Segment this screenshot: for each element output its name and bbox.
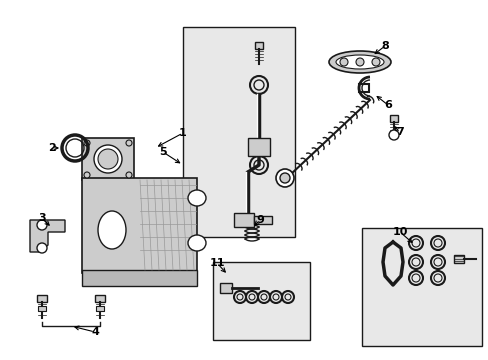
- Bar: [389, 115, 397, 122]
- Circle shape: [126, 140, 132, 146]
- Text: 10: 10: [391, 227, 407, 237]
- Circle shape: [371, 58, 379, 66]
- Bar: [38, 306, 46, 311]
- Ellipse shape: [328, 51, 390, 73]
- Bar: [234, 213, 253, 227]
- Circle shape: [37, 243, 47, 253]
- Text: 2: 2: [48, 143, 56, 153]
- Bar: [213, 262, 309, 340]
- Text: 3: 3: [38, 213, 46, 223]
- Bar: [37, 295, 47, 302]
- Circle shape: [355, 58, 363, 66]
- Bar: [361, 228, 481, 346]
- Polygon shape: [30, 220, 65, 252]
- Bar: [253, 216, 271, 224]
- Circle shape: [126, 172, 132, 178]
- Bar: [96, 306, 104, 311]
- Bar: [220, 283, 231, 293]
- Circle shape: [339, 58, 347, 66]
- Text: 11: 11: [209, 258, 224, 268]
- Text: 8: 8: [380, 41, 388, 51]
- Text: 7: 7: [395, 127, 403, 137]
- Text: 1: 1: [179, 128, 186, 138]
- Text: 5: 5: [159, 147, 166, 157]
- Circle shape: [98, 149, 118, 169]
- Circle shape: [94, 145, 122, 173]
- Text: 9: 9: [256, 215, 264, 225]
- Ellipse shape: [187, 235, 205, 251]
- Circle shape: [280, 173, 289, 183]
- Text: 4: 4: [91, 327, 99, 337]
- Bar: [95, 295, 105, 302]
- Bar: [82, 178, 197, 273]
- Bar: [82, 270, 197, 286]
- Bar: [358, 84, 368, 92]
- Circle shape: [388, 130, 398, 140]
- Circle shape: [84, 140, 90, 146]
- Ellipse shape: [98, 211, 126, 249]
- Circle shape: [37, 220, 47, 230]
- Ellipse shape: [335, 55, 383, 69]
- Circle shape: [84, 172, 90, 178]
- Text: 6: 6: [383, 100, 391, 110]
- Ellipse shape: [187, 190, 205, 206]
- Circle shape: [275, 169, 293, 187]
- Bar: [453, 255, 463, 263]
- Bar: [247, 138, 269, 156]
- Bar: [183, 27, 294, 237]
- Bar: [82, 138, 134, 180]
- Bar: [254, 42, 263, 49]
